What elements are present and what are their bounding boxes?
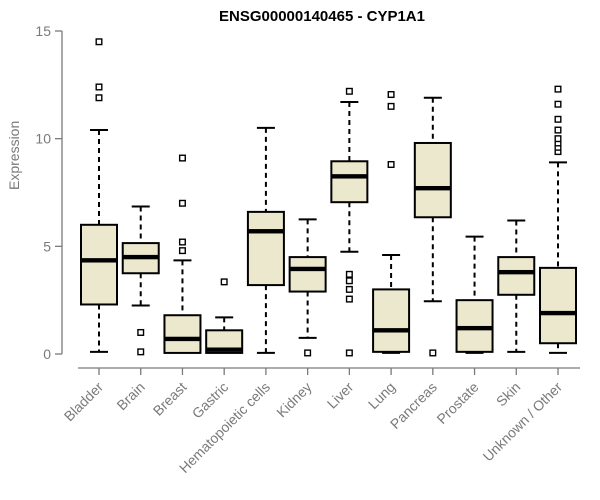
outlier-point <box>554 135 562 143</box>
box <box>205 329 244 354</box>
x-category-label: Lung <box>365 379 398 412</box>
box <box>497 256 536 296</box>
median-line <box>456 325 493 331</box>
outlier-point <box>345 270 353 278</box>
median-line <box>206 347 243 352</box>
outlier-point <box>554 85 562 93</box>
x-category-label: Kidney <box>273 379 315 421</box>
outlier-point <box>387 102 395 110</box>
outlier-point <box>137 348 145 356</box>
outlier-point <box>95 83 103 91</box>
box <box>413 141 452 219</box>
y-tick-label: 0 <box>43 346 51 362</box>
x-category-label: Breast <box>150 379 190 419</box>
x-category-label: Unknown / Other <box>480 379 566 465</box>
outlier-point <box>345 349 353 357</box>
outlier-point <box>95 38 103 46</box>
median-line <box>289 266 326 272</box>
median-line <box>331 174 368 179</box>
box <box>539 266 577 345</box>
chart-title: ENSG00000140465 - CYP1A1 <box>219 8 425 25</box>
box <box>330 160 369 204</box>
outlier-point <box>554 115 562 123</box>
x-category-label: Skin <box>493 379 524 410</box>
box <box>163 314 202 354</box>
outlier-point <box>178 199 186 207</box>
x-category-label: Liver <box>324 379 357 412</box>
x-category-label: Prostate <box>433 379 481 427</box>
outlier-point <box>345 87 353 95</box>
outlier-point <box>387 161 395 169</box>
outlier-point <box>304 349 312 357</box>
median-line <box>247 229 284 234</box>
outlier-point <box>178 238 186 246</box>
outlier-point <box>429 349 437 357</box>
outlier-point <box>554 100 562 108</box>
y-tick-label: 15 <box>35 23 51 39</box>
x-category-label: Brain <box>113 379 147 413</box>
median-line <box>81 258 117 263</box>
median-line <box>414 185 451 191</box>
median-line <box>498 269 535 275</box>
outlier-point <box>178 154 186 162</box>
median-line <box>164 336 201 342</box>
median-line <box>122 254 159 260</box>
box <box>288 256 327 293</box>
median-line <box>540 310 576 316</box>
box <box>372 288 411 353</box>
outlier-point <box>345 285 353 293</box>
outlier-point <box>345 295 353 303</box>
outlier-point <box>554 126 562 134</box>
y-tick-label: 5 <box>43 238 51 254</box>
median-line <box>373 328 410 333</box>
box <box>246 210 285 287</box>
x-category-label: Bladder <box>61 379 107 425</box>
outlier-point <box>95 94 103 102</box>
outlier-point <box>178 247 186 255</box>
box <box>80 223 118 306</box>
y-tick-label: 10 <box>35 131 51 147</box>
outlier-point <box>220 278 228 286</box>
outlier-point <box>387 91 395 99</box>
outlier-point <box>137 328 145 336</box>
outlier-point <box>345 277 353 285</box>
